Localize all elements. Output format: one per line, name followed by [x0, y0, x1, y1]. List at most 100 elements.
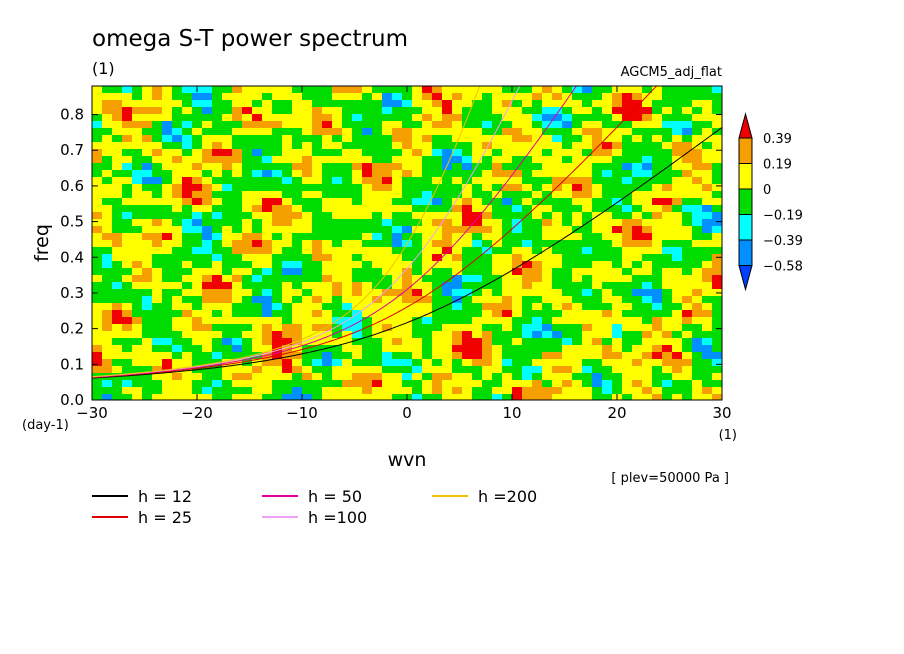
field-cell: [132, 226, 142, 233]
field-cell: [282, 303, 292, 310]
field-cell: [632, 380, 642, 387]
field-cell: [682, 380, 692, 387]
field-cell: [632, 268, 642, 275]
field-cell: [192, 317, 202, 324]
field-cell: [192, 100, 202, 107]
field-cell: [242, 233, 252, 240]
field-cell: [542, 317, 552, 324]
field-cell: [702, 359, 712, 366]
field-cell: [192, 345, 202, 352]
field-cell: [342, 233, 352, 240]
field-cell: [332, 177, 342, 184]
field-cell: [312, 247, 322, 254]
field-cell: [612, 184, 622, 191]
field-cell: [622, 205, 632, 212]
field-cell: [482, 121, 492, 128]
field-cell: [622, 86, 632, 93]
field-cell: [532, 387, 542, 394]
field-cell: [532, 352, 542, 359]
field-cell: [332, 366, 342, 373]
field-cell: [562, 317, 572, 324]
field-cell: [102, 261, 112, 268]
field-cell: [622, 121, 632, 128]
field-cell: [432, 275, 442, 282]
x-tick-label: −10: [286, 404, 318, 422]
field-cell: [342, 107, 352, 114]
field-cell: [502, 359, 512, 366]
field-cell: [472, 317, 482, 324]
field-cell: [412, 338, 422, 345]
field-cell: [212, 184, 222, 191]
field-cell: [582, 268, 592, 275]
field-cell: [442, 373, 452, 380]
field-cell: [632, 275, 642, 282]
field-cell: [462, 345, 472, 352]
field-cell: [572, 142, 582, 149]
field-cell: [492, 331, 502, 338]
field-cell: [642, 359, 652, 366]
field-cell: [702, 156, 712, 163]
field-cell: [652, 261, 662, 268]
field-cell: [102, 359, 112, 366]
field-cell: [582, 142, 592, 149]
field-cell: [302, 93, 312, 100]
field-cell: [172, 324, 182, 331]
field-cell: [672, 380, 682, 387]
field-cell: [472, 177, 482, 184]
field-cell: [112, 121, 122, 128]
field-cell: [512, 198, 522, 205]
field-cell: [242, 345, 252, 352]
field-cell: [132, 149, 142, 156]
field-cell: [302, 394, 312, 400]
field-cell: [422, 128, 432, 135]
field-cell: [552, 135, 562, 142]
field-cell: [292, 240, 302, 247]
field-cell: [132, 352, 142, 359]
field-cell: [232, 282, 242, 289]
field-cell: [282, 86, 292, 93]
field-cell: [162, 324, 172, 331]
field-cell: [222, 107, 232, 114]
field-cell: [592, 205, 602, 212]
field-cell: [362, 198, 372, 205]
field-cell: [642, 317, 652, 324]
field-cell: [382, 268, 392, 275]
field-cell: [542, 198, 552, 205]
field-cell: [662, 366, 672, 373]
field-cell: [332, 261, 342, 268]
field-cell: [292, 219, 302, 226]
field-cell: [372, 226, 382, 233]
field-cell: [322, 373, 332, 380]
field-cell: [632, 198, 642, 205]
field-cell: [452, 135, 462, 142]
field-cell: [502, 212, 512, 219]
field-cell: [432, 380, 442, 387]
field-cell: [522, 86, 532, 93]
field-cell: [442, 317, 452, 324]
field-cell: [432, 254, 442, 261]
field-cell: [152, 226, 162, 233]
field-cell: [522, 380, 532, 387]
field-cell: [152, 275, 162, 282]
field-cell: [392, 387, 402, 394]
field-cell: [162, 226, 172, 233]
field-cell: [182, 310, 192, 317]
field-cell: [662, 107, 672, 114]
field-cell: [142, 289, 152, 296]
field-cell: [682, 282, 692, 289]
field-cell: [702, 380, 712, 387]
field-cell: [702, 373, 712, 380]
field-cell: [402, 233, 412, 240]
field-cell: [142, 163, 152, 170]
field-cell: [392, 219, 402, 226]
field-cell: [362, 149, 372, 156]
field-cell: [562, 338, 572, 345]
field-cell: [302, 366, 312, 373]
field-cell: [402, 247, 412, 254]
field-cell: [182, 268, 192, 275]
field-cell: [712, 198, 722, 205]
field-cell: [142, 352, 152, 359]
field-cell: [442, 170, 452, 177]
field-cell: [392, 170, 402, 177]
field-cell: [112, 387, 122, 394]
